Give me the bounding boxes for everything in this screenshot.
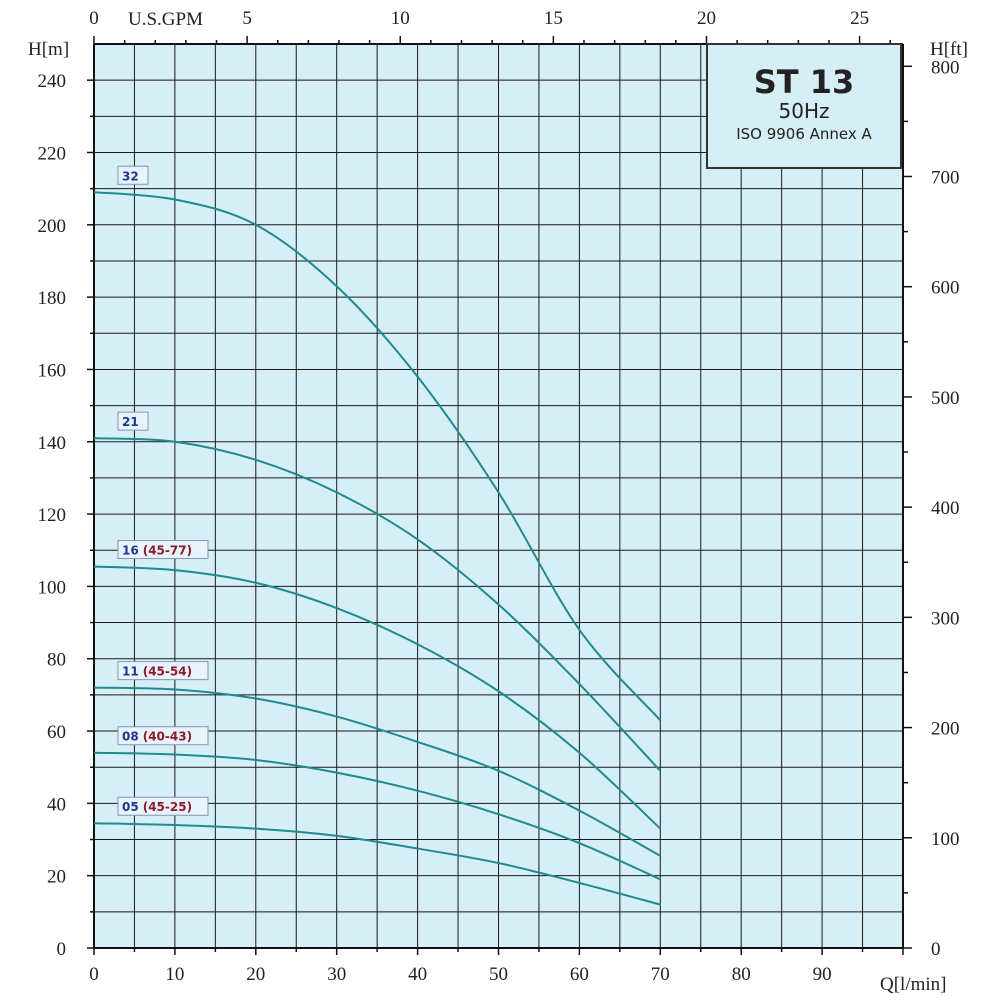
curve-labels: 32 21 16 (45-77) 11 (45-54) 08 (40-43) 05 (45-25) [117,165,209,816]
grid-lines [94,43,903,948]
curve-label-suffix: (45-25) [143,800,192,814]
curve-label-number: 05 [122,800,139,814]
y2-tick-label: 300 [931,608,960,629]
curve-label-number: 11 [122,665,139,679]
chart-title-box: ST 13 50Hz ISO 9906 Annex A [706,43,902,169]
pump-curve-08 [93,751,661,881]
y2-tick-label: 800 [931,57,960,78]
curve-label-number: 21 [122,415,139,429]
y-tick-label: 80 [47,650,66,671]
x2-tick-label: 0 [89,8,99,29]
pump-curves [93,191,662,906]
x-tick-label: 80 [732,964,751,985]
y2-tick-label: 700 [931,167,960,188]
y2-axis-title: H[ft] [930,39,968,60]
y2-tick-label: 0 [931,939,941,960]
curve-label: 05 (45-25) [122,800,192,814]
curve-label-box [117,411,149,431]
x-axis-title: Q[l/min] [880,974,947,995]
x-tick-label: 50 [489,964,508,985]
pump-curve-11 [93,686,661,857]
curve-label-box [117,540,209,560]
curve-label: 16 (45-77) [122,544,192,558]
curve-label-number: 32 [122,169,139,183]
x-tick-label: 70 [651,964,670,985]
x2-tick-label: 5 [242,8,252,29]
curve-label: 08 (40-43) [122,730,192,744]
x2-tick-label: 20 [697,8,716,29]
y-tick-label: 40 [47,794,66,815]
curve-label-box [117,661,209,681]
curve-label-number: 08 [122,730,139,744]
x-tick-label: 20 [246,964,265,985]
y-tick-label: 0 [57,939,67,960]
curve-label-box [117,796,209,816]
curve-label-box [117,165,149,185]
y-tick-label: 200 [38,216,67,237]
pump-curve-32 [93,191,662,721]
x2-tick-label: 15 [544,8,563,29]
curve-label: 32 [122,169,139,183]
chart-subtitle: 50Hz [778,99,830,123]
pump-curve-16 [93,565,661,830]
y2-tick-label: 100 [931,829,960,850]
x-tick-label: 90 [813,964,832,985]
curve-label: 21 [122,415,139,429]
curve-label-suffix: (40-43) [143,730,192,744]
x-tick-label: 60 [570,964,589,985]
y-tick-label: 60 [47,722,66,743]
y2-tick-label: 500 [931,388,960,409]
y-tick-label: 20 [47,867,66,888]
chart-standard: ISO 9906 Annex A [736,125,872,143]
y2-tick-label: 600 [931,278,960,299]
y-tick-label: 100 [38,577,67,598]
pump-curve-21 [93,437,662,772]
chart-title: ST 13 [753,63,855,101]
y-tick-label: 120 [38,505,67,526]
curve-label: 11 (45-54) [122,665,192,679]
y2-tick-label: 200 [931,719,960,740]
x-tick-label: 10 [165,964,184,985]
y-tick-label: 140 [38,433,67,454]
x2-tick-label: 25 [850,8,869,29]
x-tick-label: 40 [408,964,427,985]
pump-curve-05 [93,822,661,906]
y-tick-label: 160 [38,360,67,381]
y-tick-label: 220 [38,143,67,164]
curve-label-suffix: (45-54) [143,665,192,679]
y-tick-label: 180 [38,288,67,309]
y-axis-title: H[m] [28,39,69,60]
x2-tick-label: 10 [391,8,410,29]
curve-label-suffix: (45-77) [143,544,192,558]
x-tick-label: 0 [89,964,99,985]
x2-axis-title: U.S.GPM [128,9,203,30]
x-tick-label: 30 [327,964,346,985]
y-tick-label: 240 [38,71,67,92]
axis-ticks: 0 10 20 30 40 50 60 70 80 90020406080100120140160… [38,8,960,985]
curve-label-box [117,726,209,746]
curve-label-number: 16 [122,544,139,558]
y2-tick-label: 400 [931,498,960,519]
